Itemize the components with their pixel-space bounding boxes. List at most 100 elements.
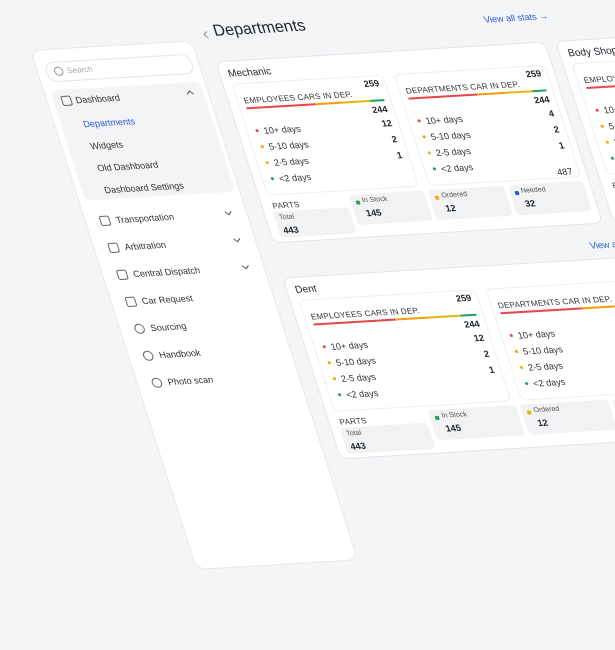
nav-icon bbox=[141, 350, 155, 362]
row-label: <2 days bbox=[439, 162, 475, 175]
stat-current: 244 bbox=[532, 94, 551, 106]
status-dot bbox=[265, 161, 270, 165]
status-dot bbox=[322, 345, 327, 349]
department-card: Mechanic 259 EMPLOYEES CARS IN DEP. 244 10+ … bbox=[215, 41, 604, 244]
search-box[interactable]: Search bbox=[43, 53, 196, 83]
row-label: 10+ days bbox=[602, 103, 615, 116]
bar-segment bbox=[504, 90, 533, 94]
parts-label: PARTS bbox=[611, 179, 615, 191]
back-chevron bbox=[203, 31, 211, 39]
bar-segment bbox=[315, 101, 344, 106]
status-dot bbox=[600, 124, 605, 128]
bar-segment bbox=[394, 316, 428, 321]
card-title: Dent bbox=[293, 283, 319, 296]
stat-current: 244 bbox=[370, 104, 389, 115]
row-label: 10+ days bbox=[424, 113, 465, 127]
department-card: Dent 259 EMPLOYEES CARS IN DEP. 244 10+ days… bbox=[282, 254, 615, 460]
parts-item-label: Ordered bbox=[532, 405, 561, 415]
card-title: Body Shop bbox=[566, 45, 615, 60]
nav-item[interactable]: Car Request bbox=[140, 293, 195, 307]
bar-segment bbox=[532, 89, 547, 93]
status-dot bbox=[605, 140, 610, 144]
stat-footer: 487 bbox=[555, 166, 574, 178]
bar-segment bbox=[477, 91, 506, 96]
bar-segment bbox=[427, 314, 461, 319]
nav-item[interactable]: Transportation bbox=[114, 211, 176, 226]
stat-panel: 259 EMPLOYEES CARS IN DEP. 244 10+ days 12 5-… bbox=[231, 74, 420, 196]
parts-item-value: 443 bbox=[348, 440, 368, 452]
nav-icon bbox=[124, 296, 138, 308]
row-label: 5-10 days bbox=[334, 355, 378, 368]
stat-total: 259 bbox=[454, 292, 473, 304]
bar-segment bbox=[459, 313, 477, 317]
nav-icon bbox=[115, 269, 129, 281]
row-label: <2 days bbox=[344, 387, 380, 400]
stat-total: 259 bbox=[362, 78, 381, 89]
row-value: 2 bbox=[390, 134, 399, 145]
search-icon bbox=[52, 66, 65, 76]
bar-segment bbox=[342, 99, 371, 104]
row-value: 2 bbox=[552, 124, 561, 135]
parts-box: Ordered 12 bbox=[427, 185, 513, 221]
chevron bbox=[233, 235, 241, 243]
status-dot bbox=[255, 129, 260, 133]
row-label: <2 days bbox=[531, 376, 567, 389]
nav-item[interactable]: Arbitration bbox=[123, 239, 168, 253]
nav-item[interactable]: Photo scan bbox=[166, 374, 215, 388]
row-value: 12 bbox=[380, 118, 394, 129]
status-dot bbox=[270, 177, 275, 181]
status-dot bbox=[337, 393, 342, 397]
parts-item-label: In Stock bbox=[440, 411, 469, 420]
parts-item-label: Total bbox=[278, 213, 296, 222]
chevron bbox=[224, 208, 232, 216]
bar-segment bbox=[581, 305, 615, 310]
stat-total: 259 bbox=[524, 68, 543, 80]
stat-label: EMPLOYEES CARS IN DEP. bbox=[582, 69, 615, 85]
parts-dot bbox=[434, 195, 440, 200]
row-value: 1 bbox=[395, 150, 404, 161]
parts-dot bbox=[513, 190, 520, 196]
status-dot bbox=[427, 151, 432, 155]
row-value: 4 bbox=[547, 108, 556, 119]
nav-icon bbox=[150, 377, 164, 389]
parts-box: In Stock 145 bbox=[427, 405, 526, 441]
page-title: Departments bbox=[210, 17, 308, 40]
status-dot bbox=[432, 167, 437, 171]
parts-box: Ordered 12 bbox=[519, 399, 615, 435]
chevron bbox=[241, 262, 249, 270]
row-value: 1 bbox=[557, 140, 566, 151]
row-label: 2-5 days bbox=[339, 371, 378, 384]
stat-panel: 259 DEPARTMENTS CAR IN DEP. 244 10+ days 4 5-… bbox=[393, 64, 582, 187]
nav-item[interactable]: Sourcing bbox=[149, 321, 188, 334]
row-label: 5-10 days bbox=[429, 129, 473, 143]
parts-dot bbox=[434, 415, 440, 421]
search-placeholder: Search bbox=[65, 64, 94, 76]
stat-current: 244 bbox=[462, 318, 481, 330]
parts-box: Total 443 bbox=[272, 207, 357, 238]
parts-item-label: In Stock bbox=[360, 195, 389, 205]
parts-label: PARTS bbox=[338, 416, 369, 427]
parts-item-value: 145 bbox=[444, 422, 463, 434]
nav-item[interactable]: Central Dispatch bbox=[131, 265, 202, 280]
row-label: <2 days bbox=[277, 171, 313, 184]
view-all-link[interactable]: View all stats → bbox=[588, 237, 615, 251]
parts-dot bbox=[526, 410, 532, 415]
parts-item-label: Ordered bbox=[440, 190, 469, 200]
status-dot bbox=[524, 381, 529, 386]
app: Search Dashboard Departments Widgets Old Das… bbox=[30, 2, 615, 650]
parts-item-value: 12 bbox=[536, 417, 550, 429]
status-dot bbox=[514, 349, 519, 354]
row-value: 2 bbox=[482, 348, 491, 360]
view-all-link[interactable]: View all stats → bbox=[482, 10, 550, 25]
row-label: 2-5 days bbox=[272, 155, 311, 168]
parts-item-value: 32 bbox=[523, 198, 537, 209]
parts-item-label: Needed bbox=[519, 186, 547, 195]
row-value: 12 bbox=[472, 332, 486, 344]
status-dot bbox=[327, 361, 332, 365]
row-label: 10+ days bbox=[329, 339, 370, 352]
nav-item[interactable]: Handbook bbox=[157, 347, 202, 361]
screen: Search Dashboard Departments Widgets Old Das… bbox=[30, 10, 615, 570]
stat-panel: 259 EMPLOYEES CARS IN DEP. 244 10+ days 12 5-… bbox=[298, 289, 512, 412]
nav-subitem[interactable]: Widgets bbox=[88, 139, 125, 152]
nav-icon bbox=[133, 323, 147, 335]
